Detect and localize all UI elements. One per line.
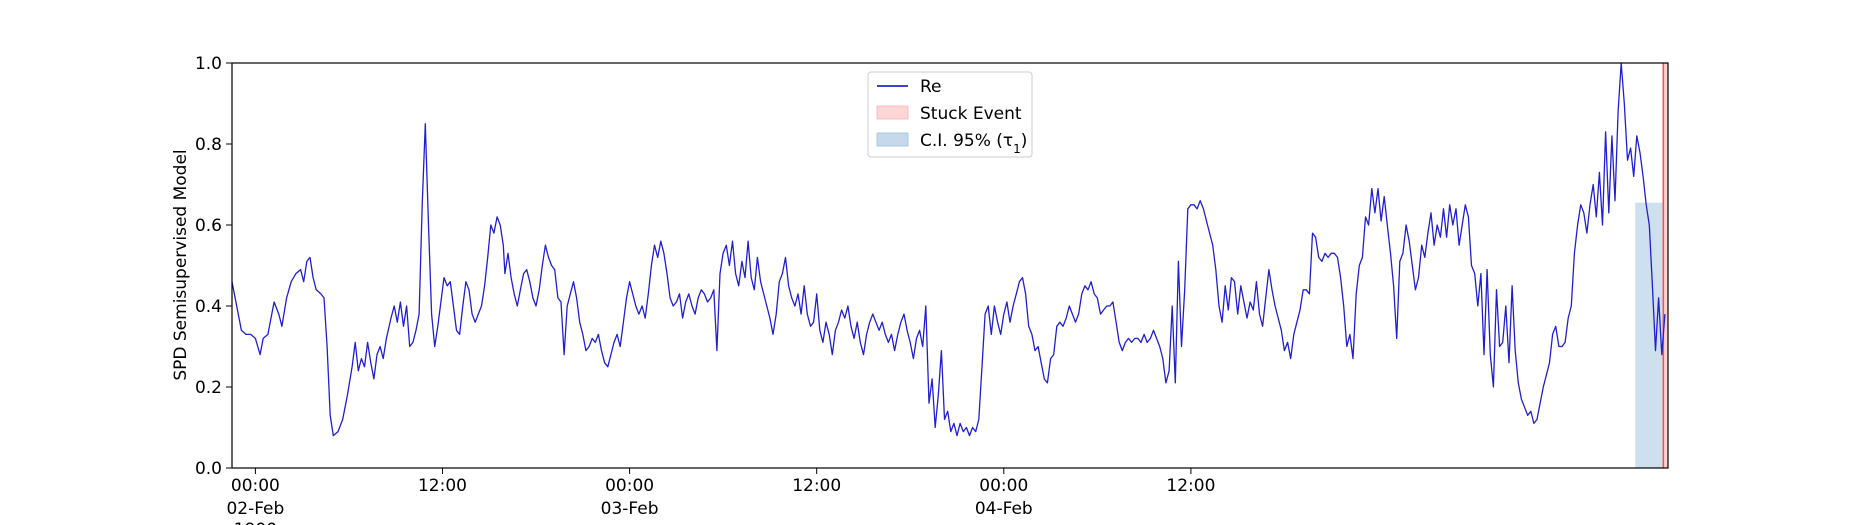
x-tick-date-label: 04-Feb <box>975 499 1033 519</box>
y-tick-label: 0.0 <box>195 459 222 479</box>
series-layer <box>231 62 1666 437</box>
background-bands <box>1635 63 1668 468</box>
x-tick-label: 12:00 <box>792 476 841 496</box>
x-tick-year-label: 1900 <box>234 520 277 525</box>
y-tick-label: 0.4 <box>195 297 222 317</box>
x-tick-date-label: 02-Feb <box>226 499 284 519</box>
x-tick-label: 12:00 <box>418 476 467 496</box>
legend-patch-swatch <box>876 132 909 147</box>
y-tick-label: 0.8 <box>195 135 222 155</box>
y-tick-label: 1.0 <box>195 54 222 74</box>
y-axis-label: SPD Semisupervised Model <box>171 149 191 380</box>
series-line-0 <box>231 62 1666 437</box>
legend-patch-swatch <box>876 105 909 120</box>
x-tick-label: 00:00 <box>605 476 654 496</box>
plot-frame <box>231 62 1669 469</box>
x-tick-label: 00:00 <box>231 476 280 496</box>
legend-label: Stuck Event <box>920 104 1022 124</box>
legend-box <box>867 71 1033 158</box>
x-tick-label: 12:00 <box>1166 476 1215 496</box>
y-tick-label: 0.2 <box>195 378 222 398</box>
y-tick-label: 0.6 <box>195 216 222 236</box>
stuck-event-band <box>1663 63 1668 468</box>
x-tick-label: 00:00 <box>979 476 1028 496</box>
ci-band <box>1635 202 1668 468</box>
x-tick-date-label: 03-Feb <box>601 499 659 519</box>
axes: 0.0 0.2 0.4 0.6 0.8 1.0 00:00 02-Feb1900 12:00 00… <box>195 54 1669 525</box>
legend-label: Re <box>920 77 942 97</box>
